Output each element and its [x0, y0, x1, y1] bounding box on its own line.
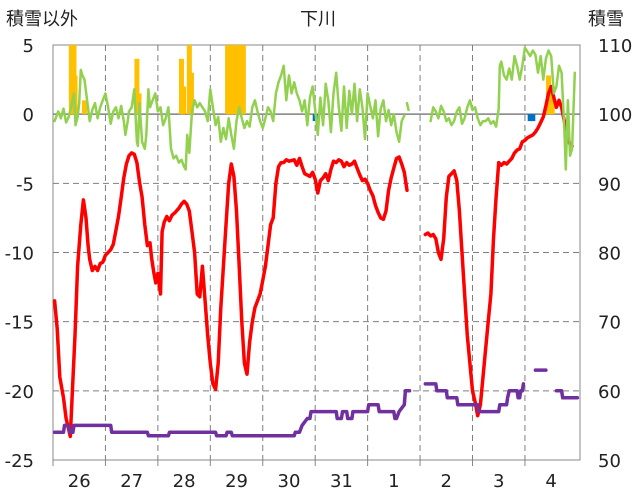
- chart-title: 下川: [300, 9, 336, 30]
- blue_bars-bar: [530, 114, 536, 122]
- left-tick-label: 0: [23, 105, 34, 126]
- x-tick-label: 1: [388, 471, 399, 492]
- right-tick-label: 60: [598, 382, 621, 403]
- orange_bars-bar: [549, 86, 555, 115]
- right-tick-label: 110: [598, 36, 632, 57]
- orange_bars-bar: [240, 45, 246, 115]
- x-tick-label: 4: [545, 471, 556, 492]
- temperature-line: [52, 151, 409, 439]
- x-tick-label: 29: [225, 471, 248, 492]
- right-tick-label: 50: [598, 451, 621, 472]
- orange_bars-bar: [181, 86, 187, 115]
- left-tick-label: -25: [5, 451, 34, 472]
- temperature-line: [423, 84, 574, 418]
- x-tick-label: 26: [68, 471, 91, 492]
- snow_depth-line: [423, 382, 526, 414]
- orange_bars-bar: [81, 100, 87, 115]
- x-tick-label: 31: [330, 471, 353, 492]
- left-tick-label: -5: [16, 174, 34, 195]
- right-tick-label: 70: [598, 313, 621, 334]
- orange_bars-bar: [188, 72, 194, 115]
- right-tick-label: 100: [598, 105, 632, 126]
- left-tick-label: 5: [23, 36, 34, 57]
- left-tick-label: -10: [5, 244, 34, 265]
- green_series-line: [53, 64, 406, 171]
- right-tick-label: 80: [598, 244, 621, 265]
- snow_depth-line: [52, 389, 412, 438]
- snow_depth-line: [554, 389, 580, 400]
- right-tick-label: 90: [598, 174, 621, 195]
- orange_bars-bar: [134, 58, 140, 115]
- bar-series: [68, 45, 555, 122]
- blue_bars-bar: [527, 114, 533, 122]
- x-tick-label: 2: [441, 471, 452, 492]
- x-tick-label: 30: [278, 471, 301, 492]
- x-tick-label: 28: [173, 471, 196, 492]
- left-axis-label: 積雪以外: [6, 9, 78, 30]
- left-tick-label: -20: [5, 382, 34, 403]
- line-series: [52, 46, 580, 439]
- x-tick-label: 3: [493, 471, 504, 492]
- green_series-line: [405, 101, 410, 112]
- left-tick-label: -15: [5, 313, 34, 334]
- x-tick-label: 27: [120, 471, 143, 492]
- right-axis-label: 積雪: [588, 9, 624, 30]
- green_series-line: [429, 46, 577, 171]
